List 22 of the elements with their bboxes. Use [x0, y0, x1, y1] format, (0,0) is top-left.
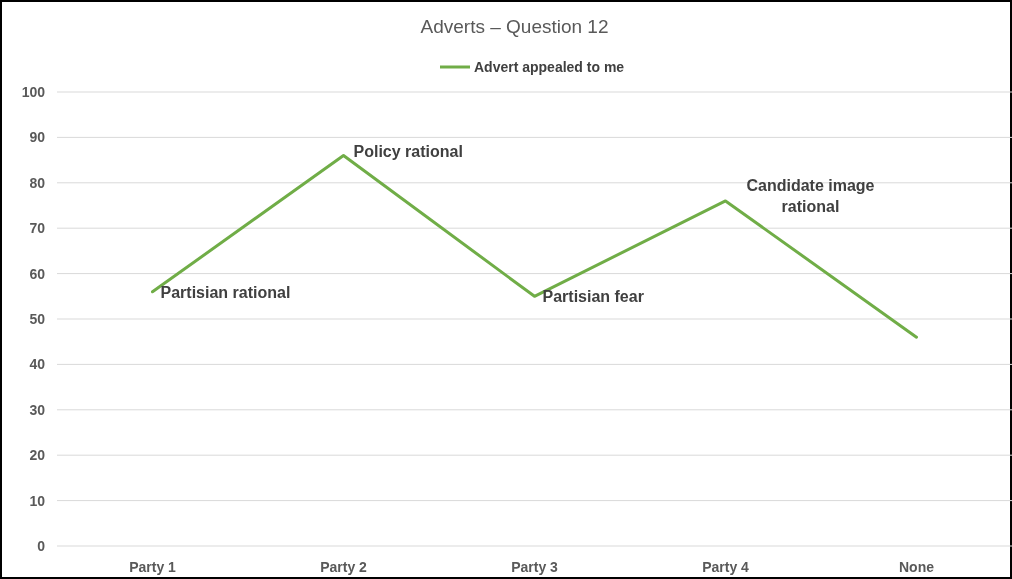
annotation: Policy rational — [353, 142, 463, 160]
y-tick-label: 90 — [29, 129, 46, 146]
y-tick-label: 40 — [29, 356, 46, 373]
y-tick-label: 70 — [29, 220, 46, 237]
chart-title: Adverts – Question 12 — [420, 16, 609, 37]
y-tick-label: 0 — [37, 538, 46, 554]
annotation: Partisian fear — [542, 288, 644, 306]
x-tick-label: Party 1 — [129, 559, 177, 575]
y-tick-label: 10 — [29, 492, 46, 509]
x-tick-label: Party 4 — [702, 559, 750, 575]
y-tick-label: 30 — [29, 401, 46, 418]
y-tick-label: 20 — [29, 447, 46, 464]
x-tick-label: Party 3 — [511, 559, 559, 575]
y-tick-label: 80 — [29, 174, 46, 191]
annotation: Partisian rational — [160, 283, 291, 301]
y-tick-label: 50 — [29, 311, 46, 327]
x-tick-label: Party 2 — [320, 559, 368, 575]
x-tick-label: None — [899, 559, 935, 575]
legend-label: Advert appealed to me — [474, 59, 625, 75]
y-tick-label: 60 — [29, 265, 46, 282]
annotation: Candidate image rational — [746, 176, 875, 215]
y-tick-label: 100 — [21, 84, 46, 100]
